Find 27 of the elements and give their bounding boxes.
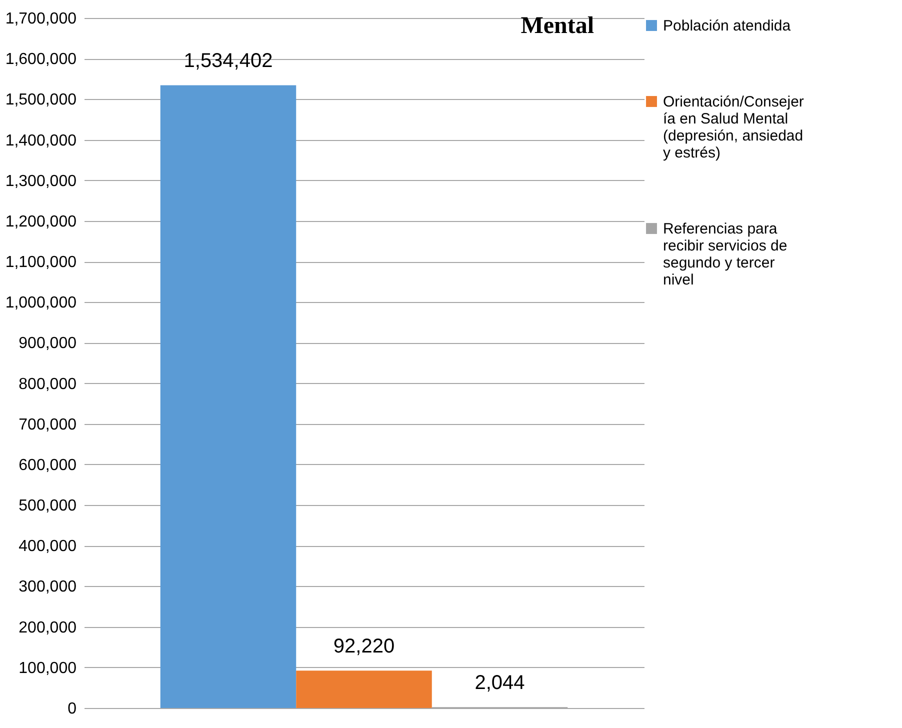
bar: [160, 85, 296, 708]
y-tick-label: 1,700,000: [5, 10, 77, 28]
data-label: 2,044: [474, 672, 525, 694]
data-label: 92,220: [333, 636, 395, 658]
y-tick-label: 1,300,000: [5, 172, 77, 190]
y-tick-label: 600,000: [18, 456, 77, 474]
y-tick-label: 200,000: [18, 619, 77, 636]
y-tick-label: 300,000: [18, 578, 77, 596]
y-tick-label: 700,000: [18, 416, 77, 434]
legend-label: Población atendida: [663, 18, 792, 34]
bar: [296, 670, 432, 708]
legend-label: Orientación/Consejería en Salud Mental (depresión, ansiedad y estrés): [663, 94, 804, 162]
y-tick-label: 1,400,000: [5, 132, 77, 150]
chart-title: Mental: [520, 13, 594, 39]
y-tick-label: 1,000,000: [5, 294, 77, 312]
legend-label: Referencias para recibir servicios de segundo y tercer nivel: [663, 220, 788, 288]
y-tick-label: 500,000: [18, 498, 77, 515]
y-tick-label: 0: [68, 700, 77, 718]
y-tick-label: 100,000: [18, 660, 77, 677]
data-label: 1,534,402: [184, 50, 273, 72]
y-tick-label: 800,000: [18, 376, 77, 393]
y-tick-label: 1,500,000: [5, 92, 77, 109]
y-tick-label: 1,200,000: [5, 213, 77, 230]
y-tick-label: 1,100,000: [5, 254, 77, 272]
y-tick-label: 900,000: [18, 335, 77, 352]
y-tick-label: 1,600,000: [5, 51, 77, 68]
y-tick-label: 400,000: [18, 538, 77, 556]
